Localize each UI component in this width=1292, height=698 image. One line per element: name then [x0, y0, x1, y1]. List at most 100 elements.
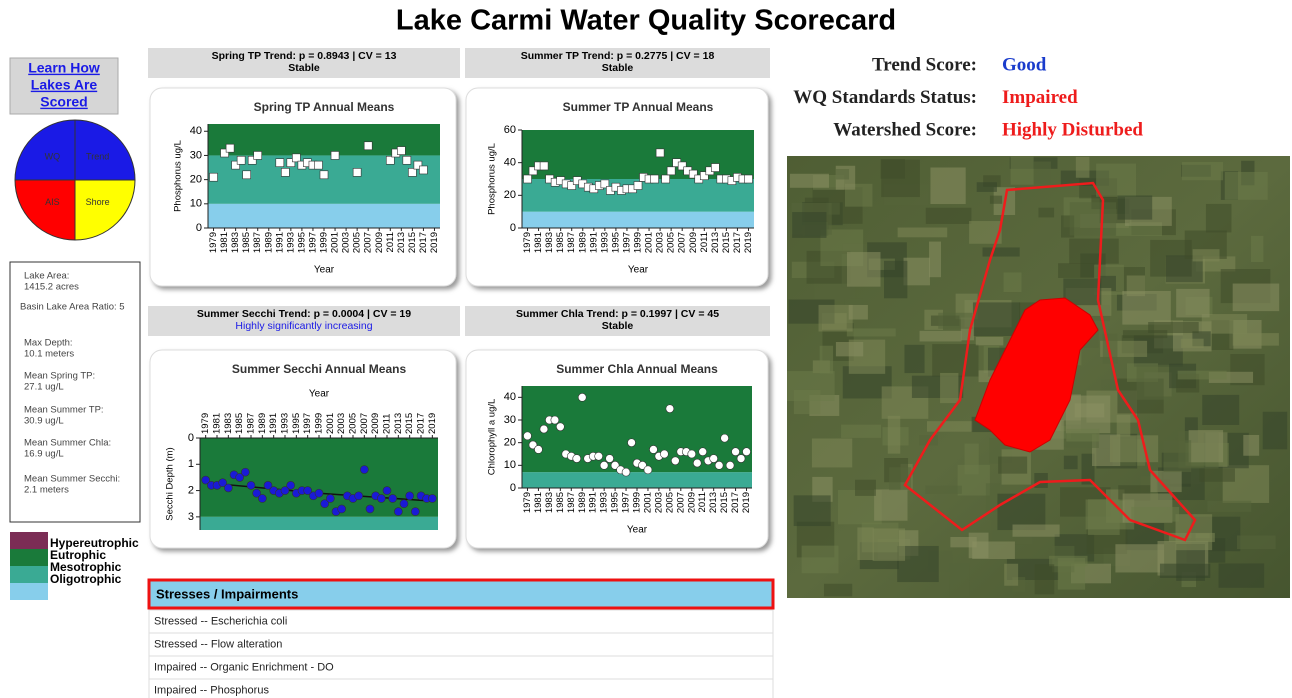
x-tick-label: 2017 — [730, 492, 741, 513]
map-patch — [1038, 207, 1055, 218]
x-tick-label: 2005 — [664, 492, 675, 513]
x-tick-label: 1983 — [223, 413, 234, 434]
x-tick-label: 1983 — [230, 232, 241, 253]
data-point — [665, 404, 675, 413]
data-point — [577, 393, 587, 402]
learn-link[interactable]: Scored — [40, 94, 87, 110]
info-text: Mean Summer Secchi: — [24, 474, 120, 485]
data-point — [413, 160, 423, 170]
data-point — [742, 447, 751, 457]
x-tick-label: 1979 — [208, 232, 219, 253]
chart-title: Spring TP Annual Means — [254, 100, 395, 114]
map-patch — [793, 495, 831, 527]
data-point — [397, 146, 406, 155]
data-point — [252, 488, 261, 498]
x-tick-label: 2015 — [404, 413, 415, 434]
map-patch — [874, 489, 908, 521]
data-point — [224, 483, 233, 493]
info-text: Mean Summer TP: — [24, 405, 104, 416]
x-tick-label: 1985 — [234, 413, 245, 434]
map-patch — [1065, 395, 1111, 434]
data-point — [539, 424, 549, 434]
map-patch — [1003, 272, 1022, 293]
chart-title: Summer TP Annual Means — [563, 100, 714, 114]
x-tick-label: 2003 — [336, 413, 347, 434]
map-patch — [985, 483, 1000, 513]
map-patch — [982, 247, 1020, 257]
data-point — [354, 491, 363, 501]
x-tick-label: 1991 — [268, 413, 279, 434]
data-point — [550, 415, 560, 425]
score-value: Highly Disturbed — [1002, 119, 1143, 140]
chart-title: Summer Secchi Annual Means — [232, 362, 407, 376]
info-text: 1415.2 acres — [24, 282, 79, 293]
x-tick-label: 1981 — [533, 232, 544, 253]
x-tick-label: 2009 — [374, 232, 385, 253]
map-patch — [1069, 238, 1119, 264]
map-patch — [1109, 435, 1159, 463]
x-tick-label: 2019 — [741, 492, 752, 513]
x-axis-label: Year — [627, 525, 648, 536]
x-tick-label: 1991 — [274, 232, 285, 253]
x-tick-label: 1981 — [219, 232, 230, 253]
y-tick-label: 0 — [510, 482, 516, 494]
data-point — [385, 155, 395, 165]
map-patch — [1159, 563, 1211, 578]
map-patch — [975, 336, 1004, 346]
x-tick-label: 2003 — [653, 492, 664, 513]
y-tick-label: 40 — [190, 125, 202, 137]
data-point — [638, 461, 647, 470]
map-patch — [1081, 453, 1095, 485]
map-patch — [884, 260, 908, 299]
learn-box — [9, 57, 119, 115]
map-patch — [1033, 161, 1051, 184]
stresses-header-bg — [147, 578, 775, 610]
x-tick-label: 1985 — [555, 232, 566, 253]
trend-status: Stable — [602, 62, 634, 74]
data-point — [319, 170, 329, 180]
map-patch — [1131, 506, 1180, 522]
data-point — [655, 148, 665, 158]
info-text: 30.9 ug/L — [24, 416, 64, 427]
data-point — [275, 158, 285, 167]
y-axis-label: Phosphorus ug/L — [487, 143, 498, 215]
data-point — [258, 494, 267, 503]
map-patch — [1201, 314, 1248, 334]
score-label: WQ Standards Status: — [793, 87, 977, 108]
y-tick-label: 40 — [504, 157, 516, 169]
x-tick-label: 1999 — [633, 232, 644, 253]
map-patch — [903, 257, 930, 286]
map-patch — [930, 167, 966, 205]
trend-header-bg — [148, 48, 460, 78]
stress-row — [148, 678, 774, 698]
map-patch — [1180, 338, 1204, 348]
x-tick-label: 2003 — [655, 232, 666, 253]
y-axis-label: Secchi Depth (m) — [165, 447, 176, 520]
map-patch — [1150, 470, 1182, 493]
map-patch — [868, 258, 895, 270]
data-point — [242, 170, 251, 180]
map-patch — [887, 415, 901, 454]
pie-segment — [74, 179, 136, 241]
x-tick-label: 2001 — [642, 492, 653, 513]
data-point — [720, 433, 729, 443]
legend-label: Mesotrophic — [50, 560, 122, 574]
legend-swatch — [10, 583, 48, 600]
learn-link[interactable]: Lakes Are — [31, 77, 98, 93]
data-point — [235, 473, 244, 482]
data-point — [246, 481, 256, 490]
map-patch — [835, 341, 864, 357]
map-patch — [983, 175, 1001, 187]
x-tick-label: 2009 — [688, 232, 699, 253]
learn-link[interactable]: Learn How — [28, 60, 100, 76]
y-tick-label: 0 — [188, 432, 194, 444]
x-tick-label: 2011 — [699, 232, 710, 252]
data-point — [666, 166, 676, 176]
x-tick-label: 2005 — [348, 413, 359, 434]
trend-header: Summer TP Trend: p = 0.2775 | CV = 18 — [521, 50, 715, 62]
x-tick-label: 2019 — [427, 413, 438, 434]
x-tick-label: 1999 — [314, 413, 325, 434]
x-tick-label: 2019 — [429, 232, 440, 253]
x-tick-label: 1989 — [577, 492, 588, 513]
x-tick-label: 1987 — [566, 232, 577, 253]
